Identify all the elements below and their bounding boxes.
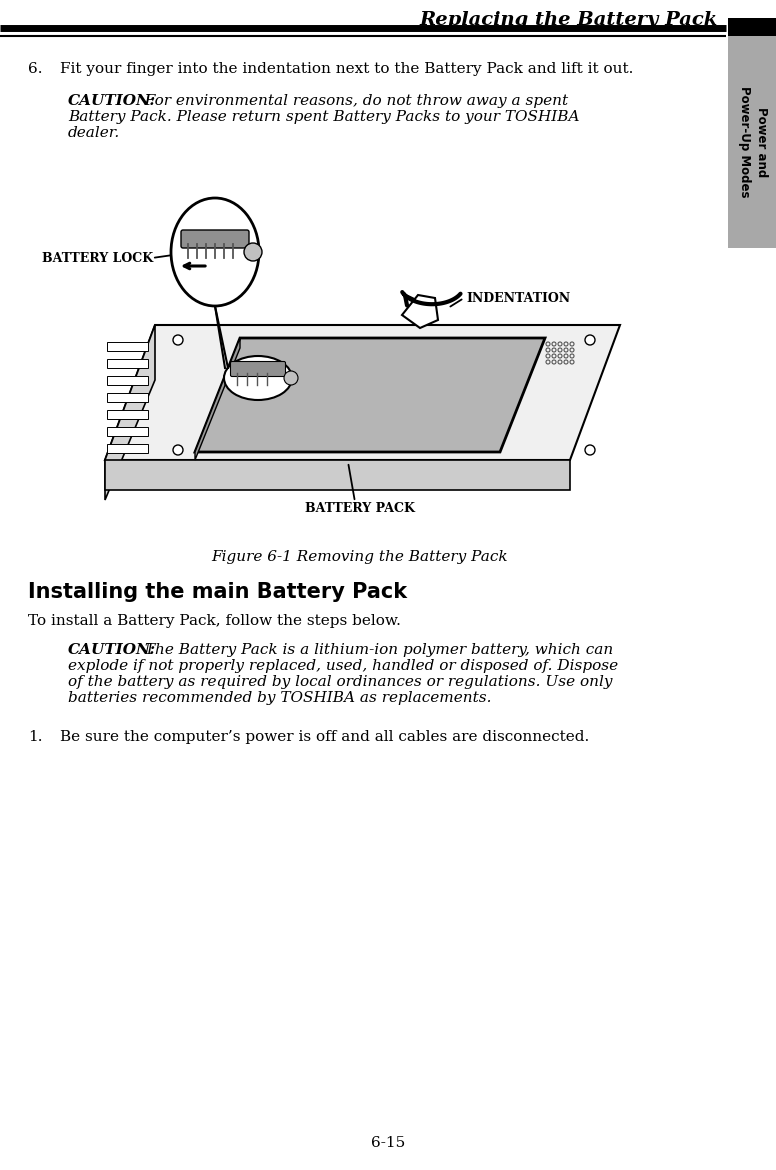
Bar (728, 36, 776, 248)
Circle shape (173, 335, 183, 345)
Text: explode if not properly replaced, used, handled or disposed of. Dispose: explode if not properly replaced, used, … (68, 659, 618, 673)
Text: INDENTATION: INDENTATION (466, 291, 570, 304)
Polygon shape (195, 338, 545, 452)
Polygon shape (195, 338, 240, 460)
Text: BATTERY LOCK: BATTERY LOCK (42, 252, 153, 264)
Circle shape (173, 445, 183, 455)
Polygon shape (402, 295, 438, 328)
Polygon shape (107, 410, 148, 419)
Text: BATTERY PACK: BATTERY PACK (305, 502, 415, 515)
Text: To install a Battery Pack, follow the steps below.: To install a Battery Pack, follow the st… (28, 614, 401, 628)
Text: 6.: 6. (28, 62, 43, 76)
Text: CAUTION:: CAUTION: (68, 644, 156, 658)
Text: 1.: 1. (28, 730, 43, 744)
Ellipse shape (224, 356, 292, 400)
Text: Installing the main Battery Pack: Installing the main Battery Pack (28, 581, 407, 603)
Circle shape (244, 243, 262, 261)
Circle shape (585, 335, 595, 345)
Text: For environmental reasons, do not throw away a spent: For environmental reasons, do not throw … (140, 94, 568, 108)
Polygon shape (107, 376, 148, 385)
Polygon shape (105, 325, 155, 500)
Text: dealer.: dealer. (68, 126, 120, 140)
Text: The Battery Pack is a lithium-ion polymer battery, which can: The Battery Pack is a lithium-ion polyme… (140, 644, 613, 658)
Polygon shape (107, 393, 148, 402)
Polygon shape (107, 342, 148, 351)
Bar (728, 18, 776, 36)
Polygon shape (107, 443, 148, 453)
FancyBboxPatch shape (181, 230, 249, 248)
Text: Power and
Power-Up Modes: Power and Power-Up Modes (738, 87, 767, 198)
Text: Fit your finger into the indentation next to the Battery Pack and lift it out.: Fit your finger into the indentation nex… (60, 62, 633, 76)
Text: 6-15: 6-15 (371, 1136, 405, 1150)
Text: Replacing the Battery Pack: Replacing the Battery Pack (420, 11, 718, 29)
Text: batteries recommended by TOSHIBA as replacements.: batteries recommended by TOSHIBA as repl… (68, 691, 491, 706)
FancyBboxPatch shape (230, 362, 286, 377)
Ellipse shape (171, 198, 259, 307)
Text: CAUTION:: CAUTION: (68, 94, 156, 108)
Text: of the battery as required by local ordinances or regulations. Use only: of the battery as required by local ordi… (68, 675, 612, 689)
Polygon shape (105, 460, 570, 490)
Text: Battery Pack. Please return spent Battery Packs to your TOSHIBA: Battery Pack. Please return spent Batter… (68, 110, 580, 124)
Polygon shape (105, 325, 620, 460)
Text: Be sure the computer’s power is off and all cables are disconnected.: Be sure the computer’s power is off and … (60, 730, 589, 744)
Circle shape (585, 445, 595, 455)
Polygon shape (107, 427, 148, 436)
Circle shape (284, 371, 298, 385)
Text: Figure 6-1 Removing the Battery Pack: Figure 6-1 Removing the Battery Pack (212, 550, 508, 564)
Polygon shape (107, 359, 148, 369)
